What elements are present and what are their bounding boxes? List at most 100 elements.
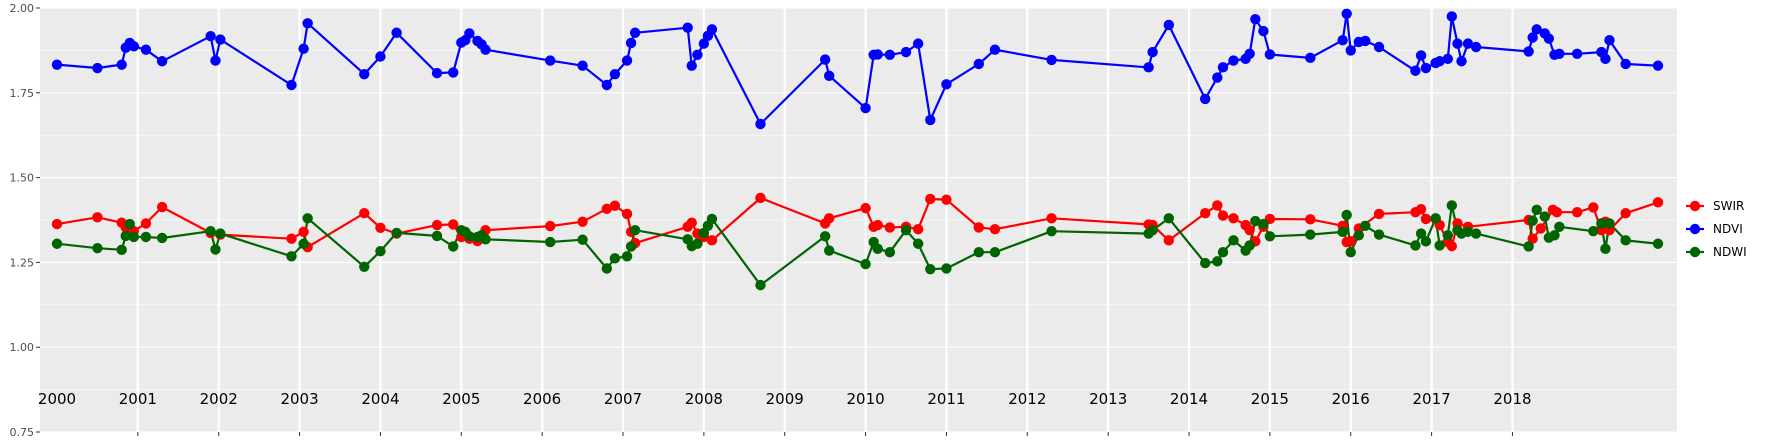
data-point-swir — [1373, 208, 1385, 220]
data-point-ndwi — [625, 241, 637, 252]
data-point-ndvi — [1462, 38, 1474, 49]
year-label: 2007 — [604, 390, 642, 408]
data-point-ndvi — [1442, 53, 1453, 65]
data-point-swir — [1620, 208, 1631, 219]
data-point-ndwi — [1527, 215, 1538, 226]
data-point-swir — [973, 222, 984, 233]
y-tick-label: 0.75 — [10, 426, 35, 439]
data-point-ndvi — [621, 55, 633, 66]
data-point-ndwi — [215, 228, 226, 239]
data-point-ndvi — [1228, 55, 1239, 66]
data-point-ndvi — [698, 38, 710, 49]
year-label: 2011 — [927, 390, 965, 408]
y-tick-label: 1.50 — [10, 172, 35, 185]
data-point-swir — [872, 219, 883, 231]
data-point-ndwi — [1212, 256, 1223, 267]
data-point-ndvi — [215, 34, 226, 45]
data-point-ndwi — [912, 238, 924, 249]
data-point-swir — [545, 220, 556, 232]
data-point-ndvi — [601, 79, 613, 91]
data-point-ndwi — [1345, 247, 1356, 258]
data-point-ndvi — [302, 18, 313, 29]
data-point-ndwi — [1596, 218, 1607, 229]
data-point-ndvi — [1337, 35, 1348, 46]
data-point-swir — [298, 226, 309, 238]
data-point-ndwi — [1415, 228, 1427, 239]
series-layer — [51, 8, 1664, 291]
data-point-ndvi — [629, 27, 641, 38]
data-point-ndwi — [480, 234, 491, 245]
data-point-swir — [1420, 213, 1432, 225]
year-label: 2013 — [1089, 390, 1127, 408]
data-point-ndwi — [116, 244, 127, 256]
data-point-ndvi — [1600, 53, 1611, 65]
data-point-ndvi — [298, 43, 309, 54]
data-point-ndvi — [1456, 56, 1467, 67]
data-point-ndwi — [51, 238, 63, 249]
data-point-ndwi — [1652, 238, 1664, 249]
data-point-ndwi — [1462, 226, 1474, 238]
legend-label: SWIR — [1713, 199, 1744, 213]
data-point-swir — [1551, 206, 1563, 218]
data-point-ndwi — [609, 253, 621, 264]
data-point-ndwi — [1264, 231, 1276, 242]
data-point-ndwi — [298, 238, 309, 249]
data-point-ndwi — [1604, 218, 1615, 229]
data-point-ndwi — [819, 231, 831, 242]
data-point-ndwi — [1446, 200, 1458, 211]
data-point-ndvi — [1554, 48, 1565, 59]
grid-lines — [40, 7, 1677, 433]
data-point-ndwi — [1360, 220, 1371, 231]
data-point-ndvi — [1217, 62, 1229, 73]
data-point-ndwi — [128, 231, 140, 243]
data-point-ndwi — [1420, 236, 1432, 247]
data-point-ndvi — [819, 54, 831, 65]
data-point-ndwi — [302, 213, 313, 224]
data-point-ndwi — [1470, 228, 1482, 239]
data-point-ndwi — [755, 279, 766, 291]
data-point-ndwi — [156, 232, 168, 244]
data-point-ndwi — [375, 246, 386, 257]
year-label: 2018 — [1493, 390, 1531, 408]
data-point-ndvi — [1143, 62, 1154, 73]
data-point-ndvi — [140, 44, 152, 55]
axes: 0.75 1.00 1.25 1.50 1.75 2.00 — [10, 2, 1513, 439]
data-point-ndwi — [1430, 213, 1441, 224]
data-point-ndwi — [1337, 226, 1348, 238]
data-point-ndwi — [1341, 209, 1352, 221]
data-point-swir — [823, 213, 835, 224]
data-point-ndwi — [577, 234, 588, 245]
data-point-ndvi — [545, 55, 556, 66]
data-point-ndwi — [601, 263, 613, 274]
data-point-ndvi — [1410, 65, 1421, 76]
data-point-ndwi — [629, 224, 641, 236]
year-label: 2014 — [1170, 390, 1208, 408]
data-point-swir — [686, 217, 697, 228]
data-point-ndwi — [1434, 240, 1445, 251]
data-point-ndwi — [1250, 215, 1261, 227]
data-point-ndvi — [1446, 11, 1458, 22]
data-point-ndvi — [51, 59, 63, 70]
data-point-ndwi — [621, 251, 633, 262]
data-point-ndwi — [92, 242, 103, 254]
y-tick-label: 2.00 — [10, 2, 35, 15]
year-label: 2005 — [442, 390, 480, 408]
data-point-ndvi — [1531, 24, 1542, 35]
data-point-swir — [1571, 206, 1583, 218]
data-point-ndwi — [900, 224, 912, 236]
legend: SWIR NDVI NDWI — [1686, 199, 1747, 259]
data-point-ndvi — [1345, 45, 1356, 56]
year-labels: 2000 2001 2002 2003 2004 2005 2006 2007 2008 2009… — [38, 390, 1532, 408]
data-point-ndwi — [872, 243, 883, 255]
data-point-ndvi — [912, 38, 924, 49]
data-point-swir — [621, 208, 633, 220]
data-point-ndvi — [989, 44, 1001, 55]
data-point-ndwi — [545, 236, 556, 248]
data-point-ndwi — [1620, 235, 1631, 246]
data-point-ndvi — [448, 67, 459, 78]
data-point-ndwi — [1217, 247, 1229, 258]
year-label: 2010 — [846, 390, 884, 408]
data-point-swir — [1305, 214, 1316, 225]
data-point-swir — [1244, 224, 1255, 236]
